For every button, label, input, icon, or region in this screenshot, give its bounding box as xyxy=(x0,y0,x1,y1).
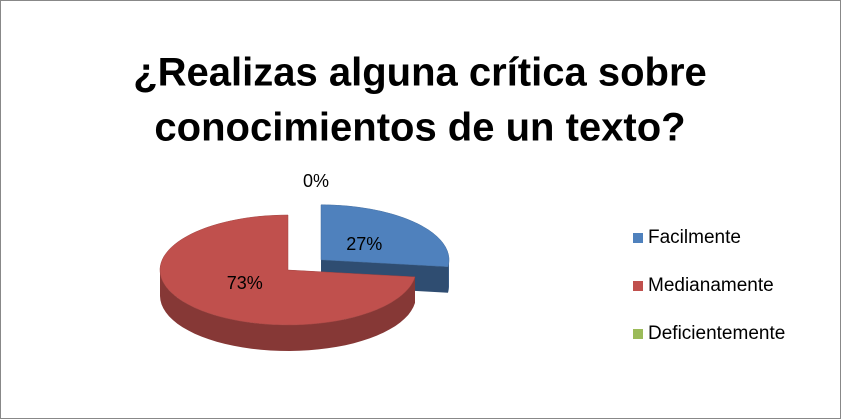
legend-swatch xyxy=(633,329,643,339)
chart-title: ¿Realizas alguna crítica sobre xyxy=(133,51,707,95)
slice xyxy=(159,214,416,326)
slice-side xyxy=(448,259,449,293)
slice-side xyxy=(160,270,415,351)
legend-label: Facilmente xyxy=(648,227,741,248)
legend-swatch xyxy=(633,281,643,291)
data-label: 0% xyxy=(303,171,329,191)
chart-title: conocimientos de un texto? xyxy=(154,106,685,150)
data-label: 27% xyxy=(346,234,382,254)
data-label: 73% xyxy=(227,273,263,293)
legend-label: Medianamente xyxy=(648,275,774,296)
legend-label: Deficientemente xyxy=(648,323,785,344)
slice xyxy=(320,204,450,267)
legend-swatch xyxy=(633,233,643,243)
